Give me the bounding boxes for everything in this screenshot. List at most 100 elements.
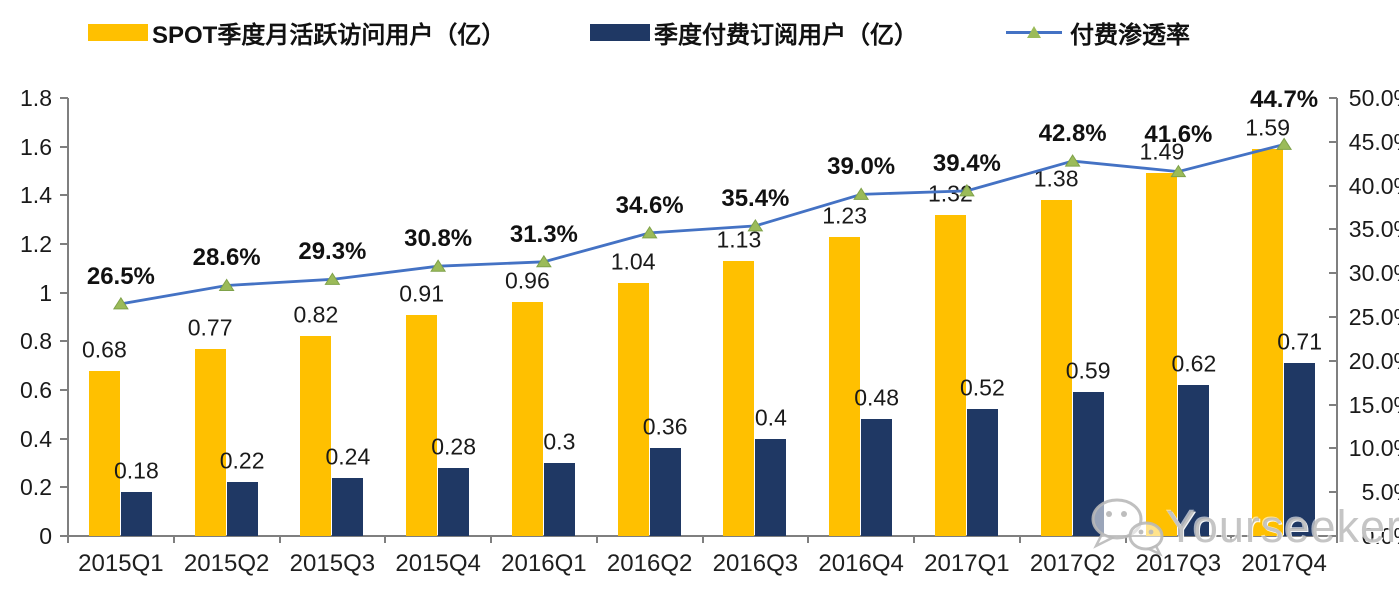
bar-mau-value-label: 0.91 — [399, 280, 445, 307]
left-axis-tick-label: 1.2 — [20, 231, 52, 257]
bar-mau-value-label: 0.68 — [81, 336, 127, 363]
bar-subs-value-label: 0.48 — [854, 384, 900, 411]
bar-subs-value-label: 0.28 — [431, 433, 477, 460]
x-axis-category-label: 2017Q2 — [1029, 550, 1116, 577]
legend-swatch-subs — [590, 23, 650, 41]
left-axis-tick-label: 1.4 — [20, 182, 52, 209]
bar-mau-value-label: 1.32 — [927, 180, 973, 207]
bar-mau — [194, 348, 226, 536]
x-axis-tick — [278, 536, 281, 543]
bar-mau-value-label: 0.96 — [504, 267, 550, 294]
penetration-percent-label: 31.3% — [509, 220, 578, 248]
legend-item-penetration: 付费渗透率 — [1006, 14, 1190, 50]
right-axis-tick — [1329, 140, 1337, 143]
wechat-icon — [1091, 498, 1164, 557]
bar-mau — [300, 336, 332, 536]
x-axis-tick — [490, 536, 492, 543]
bar-subs — [1284, 363, 1316, 536]
bar-subs-value-label: 0.52 — [959, 374, 1005, 401]
right-axis-tick — [1329, 535, 1337, 537]
right-axis-tick — [1329, 97, 1337, 99]
right-axis-tick-label: 25.0% — [1348, 304, 1399, 330]
right-axis-tick — [1329, 359, 1337, 362]
x-axis-tick — [172, 536, 175, 543]
left-axis-tick-label: 1.8 — [20, 85, 52, 111]
x-axis-tick — [67, 536, 69, 543]
bar-subs-value-label: 0.18 — [113, 457, 159, 484]
x-axis-category-label: 2016Q1 — [501, 550, 587, 577]
x-axis-tick — [1124, 536, 1127, 543]
bar-mau — [88, 370, 120, 536]
bar-subs — [755, 438, 787, 536]
bar-mau-value-label: 0.82 — [293, 301, 339, 328]
penetration-percent-label: 39.4% — [932, 149, 1001, 177]
x-axis-category-label: 2016Q4 — [818, 550, 904, 577]
left-axis-tick — [60, 535, 68, 537]
x-axis-tick — [701, 536, 704, 543]
penetration-percent-label: 42.8% — [1038, 120, 1107, 148]
left-axis-tick-label: 0.2 — [20, 474, 52, 501]
x-axis-category-label: 2017Q1 — [924, 550, 1010, 577]
left-axis-tick — [60, 291, 68, 294]
right-axis-tick-label: 10.0% — [1348, 435, 1399, 462]
bar-subs — [861, 419, 893, 536]
watermark-text: Yourseeker — [1166, 501, 1399, 552]
x-axis-category-label: 2017Q4 — [1241, 550, 1327, 577]
right-axis-tick-label: 50.0% — [1348, 85, 1399, 111]
left-axis-tick-label: 0.6 — [20, 377, 52, 403]
legend-swatch-mau — [88, 23, 148, 41]
bar-subs-value-label: 0.36 — [642, 413, 688, 440]
left-axis-tick-label: 0 — [39, 523, 52, 549]
bar-mau-value-label: 1.38 — [1033, 165, 1079, 192]
penetration-marker-triangle-icon — [641, 225, 658, 239]
bar-mau — [617, 282, 649, 536]
x-axis-tick — [913, 536, 915, 543]
penetration-percent-label: 28.6% — [192, 244, 261, 272]
legend-item-mau: SPOT季度月活跃访问用户（亿） — [88, 14, 505, 50]
x-axis-category-label: 2016Q2 — [606, 550, 693, 577]
penetration-percent-label: 44.7% — [1250, 86, 1319, 114]
right-axis-tick — [1329, 491, 1337, 494]
bottom-axis-line — [61, 535, 1337, 537]
bar-subs — [120, 492, 152, 536]
penetration-marker-triangle-icon — [324, 272, 341, 285]
left-axis-tick-label: 0.4 — [20, 425, 52, 452]
bar-subs-value-label: 0.62 — [1171, 350, 1217, 377]
penetration-marker-triangle-icon — [218, 278, 235, 291]
bar-mau — [723, 261, 755, 536]
right-axis-tick — [1329, 316, 1337, 318]
penetration-percent-label: 29.3% — [298, 238, 367, 266]
bar-subs-value-label: 0.4 — [754, 404, 787, 431]
bar-subs-value-label: 0.59 — [1065, 357, 1111, 384]
bar-subs-value-label: 0.71 — [1277, 328, 1323, 355]
left-axis-tick-label: 1.6 — [20, 133, 52, 160]
right-axis-tick — [1329, 228, 1337, 231]
left-axis-tick — [60, 340, 68, 343]
penetration-marker-triangle-icon — [112, 296, 129, 310]
x-axis-tick — [807, 536, 810, 543]
bar-mau — [511, 302, 543, 536]
penetration-percent-label: 41.6% — [1144, 120, 1213, 148]
right-axis-tick-label: 30.0% — [1348, 260, 1399, 287]
x-axis-category-label: 2015Q3 — [289, 550, 376, 577]
x-axis-category-label: 2016Q3 — [712, 550, 799, 577]
penetration-percent-label: 26.5% — [86, 262, 155, 290]
bar-subs-value-label: 0.22 — [219, 447, 265, 474]
watermark: Yourseeker — [1086, 494, 1399, 560]
legend-line-marker-icon — [1006, 24, 1062, 41]
penetration-marker-triangle-icon — [853, 187, 870, 200]
bar-mau — [406, 314, 438, 536]
bar-subs — [332, 477, 364, 536]
legend-label-penetration: 付费渗透率 — [1070, 21, 1190, 49]
right-axis-line — [1336, 98, 1338, 536]
left-axis-tick — [60, 437, 68, 440]
x-axis-category-label: 2015Q2 — [183, 550, 270, 577]
bar-subs — [438, 467, 470, 536]
x-axis-tick — [595, 536, 598, 543]
bar-mau-value-label: 1.23 — [822, 202, 868, 229]
right-axis-tick — [1329, 272, 1337, 275]
bar-mau-value-label: 0.77 — [187, 314, 233, 341]
bar-mau-value-label: 1.04 — [610, 248, 656, 275]
x-axis-tick — [1336, 536, 1338, 543]
